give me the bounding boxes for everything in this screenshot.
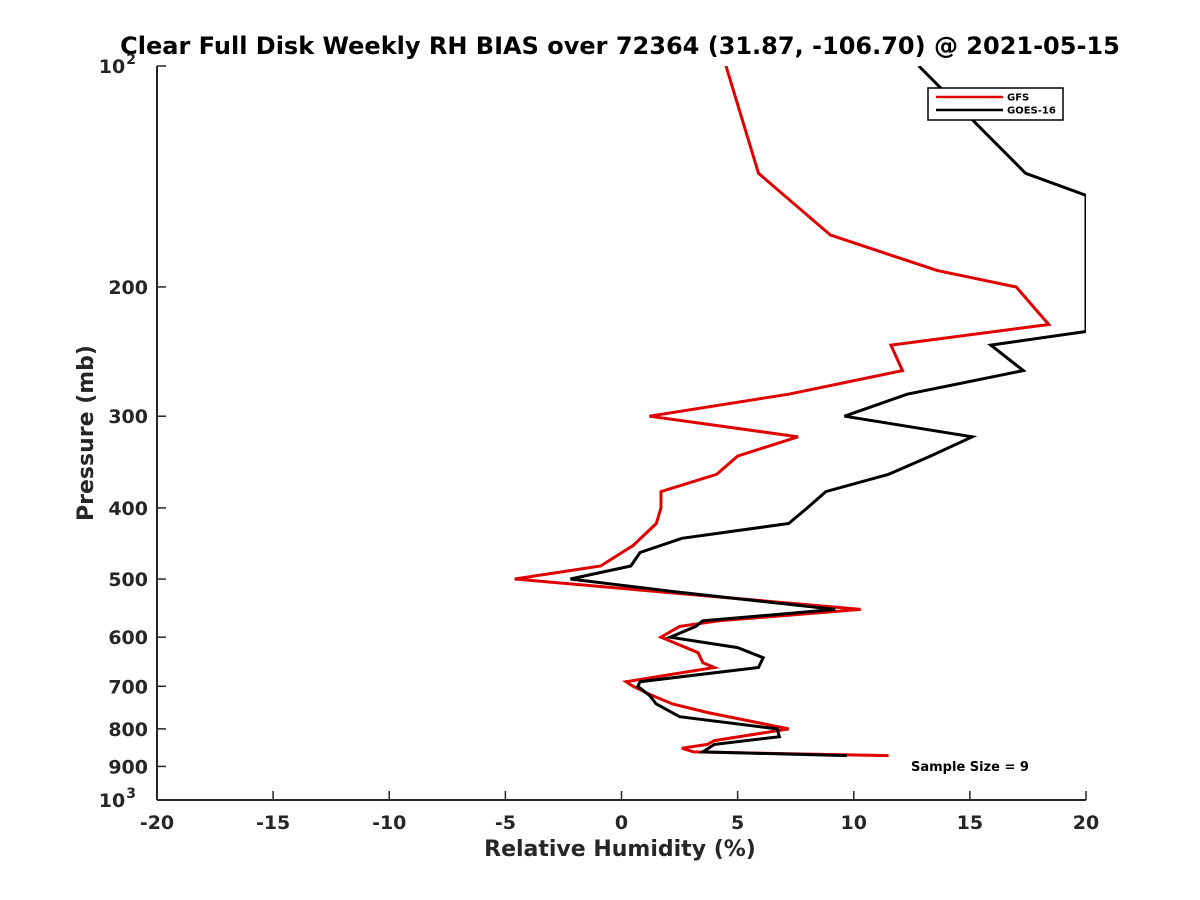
legend-box <box>927 87 1064 121</box>
x-tick-label: -15 <box>256 812 290 834</box>
y-tick-label: 103 <box>99 786 136 812</box>
x-tick-label: 0 <box>615 812 628 834</box>
y-tick-label: 400 <box>108 498 148 520</box>
y-axis-label: Pressure (mb) <box>74 345 99 521</box>
x-tick-label: 20 <box>1073 812 1099 834</box>
y-tick-label: 200 <box>108 277 148 299</box>
x-tick-label: -20 <box>140 812 174 834</box>
legend-label: GFS <box>1007 93 1029 104</box>
x-tick-label: -5 <box>495 812 516 834</box>
x-tick-label: 10 <box>841 812 867 834</box>
axes: -20 -15 -10 -5 0 5 10 15 20 102 200 300 400 500 600 700… <box>99 52 1099 834</box>
y-tick-label: 700 <box>108 676 148 698</box>
x-tick-label: 5 <box>731 812 744 834</box>
series-line-goes-16 <box>570 66 1086 758</box>
legend-label: GOES-16 <box>1007 106 1056 117</box>
x-axis-label: Relative Humidity (%) <box>484 837 756 862</box>
y-tick-label: 500 <box>108 569 148 591</box>
chart-title: Clear Full Disk Weekly RH BIAS over 7236… <box>120 32 1120 60</box>
x-tick-label: -10 <box>372 812 406 834</box>
x-tick-label: 15 <box>957 812 983 834</box>
legend: GFS GOES-16 <box>927 87 1064 121</box>
sample-size-annotation: Sample Size = 9 <box>911 760 1029 775</box>
series-line-gfs <box>514 66 1052 758</box>
y-tick-label: 800 <box>108 719 148 741</box>
y-tick-label: 600 <box>108 627 148 649</box>
plot-area <box>514 66 1086 758</box>
y-tick-label: 900 <box>108 756 148 778</box>
y-tick-label: 102 <box>99 52 136 78</box>
y-tick-label: 300 <box>108 406 148 428</box>
